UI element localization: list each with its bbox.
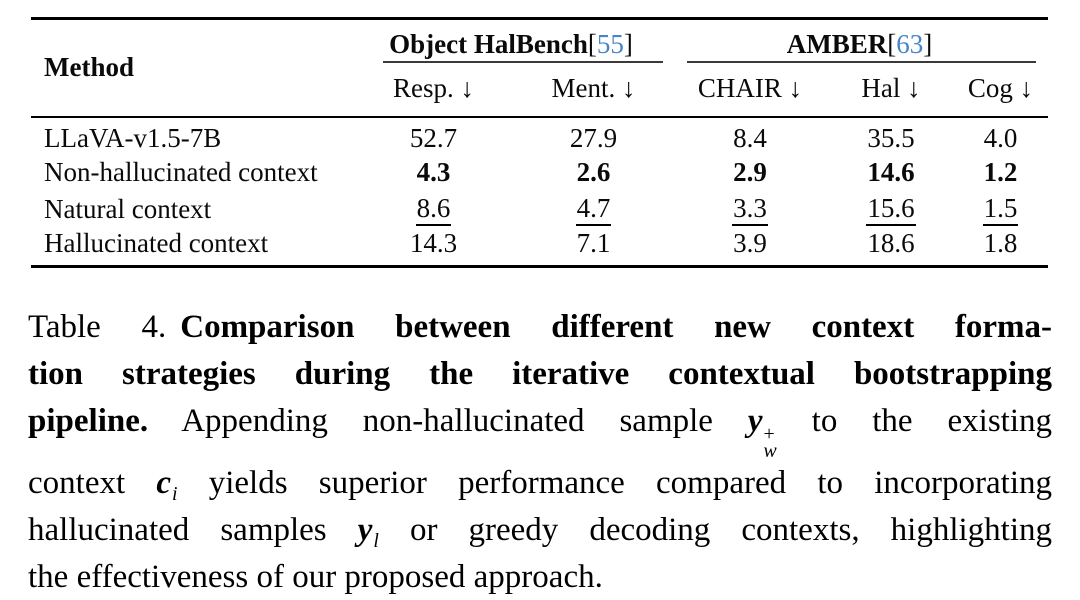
benchmark-name: AMBER	[786, 28, 888, 59]
table-header: Method Object HalBench[55] AMBER[63] Resp. …	[31, 18, 1049, 118]
metric-value-cog: 1.8	[983, 227, 1018, 258]
metric-value-chair: 2.9	[733, 156, 767, 187]
metric-value-chair: 8.4	[733, 122, 767, 153]
metric-value-hal: 18.6	[867, 227, 915, 258]
results-table-wrap: Method Object HalBench[55] AMBER[63] Resp. …	[31, 17, 1080, 268]
metric-value-resp: 14.3	[409, 227, 458, 258]
table-row: LLaVA-v1.5-7B 52.7 27.9 8.4 35.5 4.0	[31, 117, 1048, 154]
caption-line: the effectiveness of our proposed approa…	[28, 554, 1052, 600]
underlined-value: 8.6	[415, 194, 452, 226]
header-metric-row: Resp. ↓ Ment. ↓ CHAIR ↓ Hal ↓ Cog ↓	[31, 68, 1049, 118]
metric-value-chair: 3.9	[733, 227, 767, 258]
metric-value-resp: 4.3	[416, 156, 451, 187]
caption-text: the effectiveness of our proposed approa…	[28, 558, 603, 595]
math-subscript: i	[172, 482, 178, 505]
col-header-chair: CHAIR ↓	[671, 68, 830, 118]
col-header-hal: Hal ↓	[829, 68, 954, 118]
math-subscript: l	[373, 529, 379, 552]
math-symbol: yl	[357, 511, 379, 551]
benchmark-group-header: AMBER[63]	[671, 19, 1048, 69]
benchmark-name: Object HalBench	[389, 28, 588, 59]
metric-value-ment: 2.6	[576, 156, 611, 187]
results-table: Method Object HalBench[55] AMBER[63] Resp. …	[31, 17, 1049, 268]
underlined-value: 4.7	[575, 194, 612, 226]
math-variable: y	[747, 402, 763, 439]
metric-value-hal: 35.5	[867, 122, 915, 153]
math-symbol: y + w	[747, 402, 777, 461]
citation-bracket-close: ]	[623, 28, 633, 59]
metric-value-chair: 3.3	[671, 191, 829, 228]
header-group-row: Method Object HalBench[55] AMBER[63]	[31, 18, 1048, 118]
caption-text: hallucinated samples	[28, 511, 358, 548]
underlined-value: 1.5	[982, 194, 1019, 226]
citation-bracket-open: [	[887, 28, 897, 59]
underlined-value: 15.6	[866, 194, 916, 226]
caption-bold-text: pipeline.	[28, 402, 149, 439]
math-variable: y	[357, 511, 373, 548]
citation-link[interactable]: 63	[896, 28, 924, 59]
metric-value-ment: 7.1	[576, 227, 611, 258]
caption-line: Table 4. Comparison between different new…	[28, 304, 1052, 351]
metric-value-cog: 4.0	[983, 122, 1018, 153]
table-row: Hallucinated context 14.3 7.1 3.9 18.6 1.8	[31, 228, 1048, 267]
col-header-cog: Cog ↓	[953, 68, 1049, 118]
math-subscript: w	[763, 439, 777, 462]
caption-bold-text: Comparison between different new context…	[180, 308, 1052, 345]
math-variable: c	[156, 464, 171, 501]
metric-value-hal: 14.6	[867, 156, 915, 187]
caption-text: to the existing	[776, 402, 1052, 439]
metric-value-resp: 52.7	[409, 122, 458, 153]
method-name: Natural context	[44, 193, 212, 224]
math-symbol: ci	[156, 464, 177, 504]
metric-value-ment: 4.7	[516, 191, 671, 228]
citation-bracket-open: [	[587, 28, 597, 59]
caption-text: Table 4.	[28, 308, 167, 345]
caption-text: Appending non-hallucinated sample	[148, 402, 748, 439]
metric-value-ment: 27.9	[569, 122, 618, 153]
col-header-resp: Resp. ↓	[351, 68, 516, 118]
metric-value-resp: 8.6	[351, 191, 516, 228]
method-name: LLaVA-v1.5-7B	[44, 122, 222, 153]
caption-line: pipeline. Appending non-hallucinated sam…	[28, 398, 1052, 461]
citation-link[interactable]: 55	[596, 28, 624, 59]
table-row: Natural context 8.6 4.7 3.3 15.6 1.5	[31, 191, 1048, 228]
table-row: Non-hallucinated context 4.3 2.6 2.9 14.6 1.2	[31, 154, 1048, 191]
benchmark-group-header: Object HalBench[55]	[351, 19, 671, 69]
caption-text: context	[28, 464, 157, 501]
caption-line: context ci yields superior performance c…	[28, 460, 1052, 507]
caption-line: hallucinated samples yl or greedy decodi…	[28, 507, 1052, 554]
caption-bold-text: tion strategies during the iterative con…	[28, 355, 1052, 392]
metric-value-cog: 1.5	[953, 191, 1048, 228]
method-name: Non-hallucinated context	[44, 156, 318, 187]
table-body: LLaVA-v1.5-7B 52.7 27.9 8.4 35.5 4.0 Non-hallu…	[31, 117, 1048, 267]
metric-value-cog: 1.2	[983, 156, 1018, 187]
caption-text: yields superior performance compared to …	[177, 464, 1052, 501]
caption-text: or greedy decoding contexts, highlightin…	[378, 511, 1052, 548]
method-column-header: Method	[31, 18, 351, 118]
table-caption: Table 4. Comparison between different new…	[28, 304, 1052, 600]
caption-line: tion strategies during the iterative con…	[28, 351, 1052, 398]
math-superscript: +	[763, 423, 775, 445]
method-name: Hallucinated context	[44, 227, 269, 258]
col-header-ment: Ment. ↓	[516, 68, 672, 118]
citation-bracket-close: ]	[923, 28, 933, 59]
metric-value-hal: 15.6	[829, 191, 953, 228]
math-supsub: + w	[763, 423, 777, 462]
underlined-value: 3.3	[732, 194, 768, 226]
